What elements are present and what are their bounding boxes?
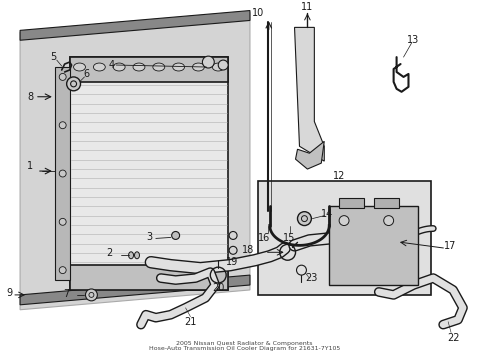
- Polygon shape: [295, 141, 324, 169]
- Polygon shape: [20, 13, 249, 310]
- Circle shape: [59, 267, 66, 274]
- Ellipse shape: [93, 63, 105, 71]
- Text: 10: 10: [251, 8, 264, 18]
- Ellipse shape: [212, 63, 224, 71]
- Circle shape: [218, 60, 228, 70]
- Bar: [257, 181, 430, 295]
- Polygon shape: [294, 27, 324, 161]
- Circle shape: [66, 77, 81, 91]
- Polygon shape: [20, 275, 249, 305]
- Bar: [373, 198, 398, 208]
- Ellipse shape: [134, 252, 139, 259]
- Text: 11: 11: [301, 1, 313, 12]
- Bar: [55, 67, 69, 280]
- Text: 8: 8: [27, 92, 33, 102]
- Bar: [69, 57, 228, 82]
- Text: 7: 7: [63, 289, 70, 299]
- Text: 15: 15: [283, 233, 295, 243]
- Circle shape: [59, 73, 66, 80]
- Circle shape: [171, 231, 179, 239]
- Circle shape: [383, 216, 393, 226]
- Ellipse shape: [153, 63, 164, 71]
- Text: 5: 5: [51, 52, 57, 62]
- Ellipse shape: [73, 63, 85, 71]
- Text: 1: 1: [27, 161, 33, 171]
- Text: 2: 2: [106, 248, 112, 258]
- Text: 18: 18: [242, 245, 254, 255]
- Circle shape: [85, 289, 97, 301]
- Bar: [69, 57, 228, 290]
- Text: 23: 23: [305, 273, 317, 283]
- Polygon shape: [20, 10, 249, 40]
- Text: 12: 12: [332, 171, 345, 181]
- Circle shape: [59, 170, 66, 177]
- Ellipse shape: [133, 63, 144, 71]
- Text: 4: 4: [108, 60, 114, 70]
- Bar: [328, 206, 418, 285]
- Circle shape: [59, 219, 66, 225]
- Text: 13: 13: [407, 35, 419, 45]
- Text: 14: 14: [321, 209, 333, 219]
- Text: 9: 9: [6, 288, 12, 298]
- Circle shape: [202, 56, 214, 68]
- Text: 2005 Nissan Quest Radiator & Components
Hose-Auto Transmission Oil Cooler Diagra: 2005 Nissan Quest Radiator & Components …: [148, 341, 340, 351]
- Bar: [339, 198, 363, 208]
- Bar: [69, 265, 228, 290]
- Ellipse shape: [192, 63, 204, 71]
- Text: 21: 21: [184, 317, 196, 327]
- Text: 19: 19: [225, 257, 238, 267]
- Ellipse shape: [128, 252, 133, 259]
- Ellipse shape: [113, 63, 125, 71]
- Circle shape: [59, 122, 66, 129]
- Text: 3: 3: [145, 233, 152, 242]
- Circle shape: [339, 216, 348, 226]
- Ellipse shape: [172, 63, 184, 71]
- Text: 20: 20: [212, 283, 224, 293]
- Circle shape: [297, 212, 311, 226]
- Text: 6: 6: [83, 69, 89, 79]
- Text: 22: 22: [446, 333, 458, 342]
- Text: 17: 17: [443, 241, 455, 251]
- Text: 16: 16: [257, 233, 269, 243]
